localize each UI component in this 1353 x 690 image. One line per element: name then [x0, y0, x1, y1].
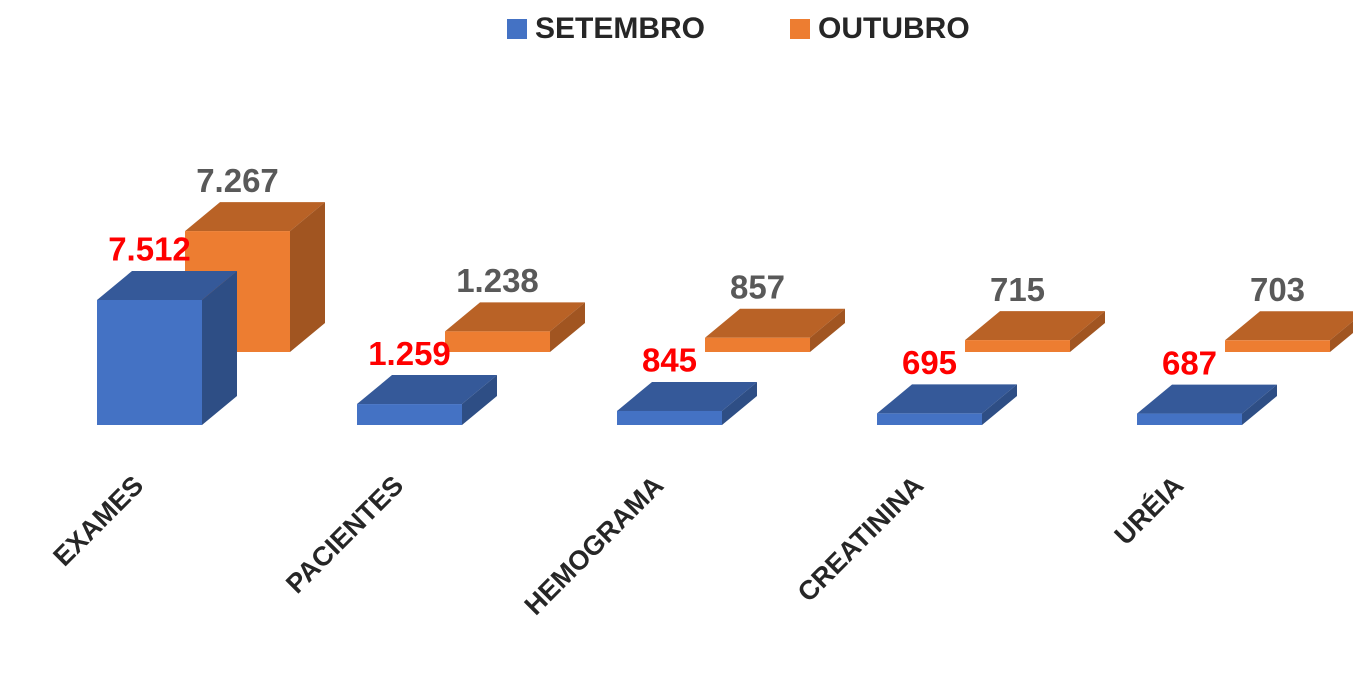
value-label: 1.259 [368, 335, 451, 372]
bar-side [982, 384, 1017, 425]
bar-front [877, 413, 982, 425]
bar-side [1242, 384, 1277, 425]
bar-top [445, 302, 585, 332]
value-label: 703 [1250, 271, 1305, 308]
bar-top [1137, 384, 1277, 414]
value-label: 845 [642, 342, 697, 379]
bar-side [290, 202, 325, 352]
value-label: 695 [902, 344, 957, 381]
bar [877, 384, 1017, 425]
bar-top [1225, 311, 1353, 341]
x-tick-label: PACIENTES [280, 470, 409, 599]
bar-top [357, 375, 497, 405]
bar-side [722, 381, 757, 425]
bar-front [357, 404, 462, 425]
bar [445, 302, 585, 352]
legend-label: SETEMBRO [535, 12, 705, 45]
bar-front [705, 337, 810, 352]
bar-top [705, 308, 845, 338]
bar-front [97, 300, 202, 425]
legend-swatch [790, 19, 810, 39]
bar [705, 308, 845, 352]
bar-side [202, 271, 237, 425]
bar-front [617, 410, 722, 425]
bar-top [965, 311, 1105, 341]
x-tick-label: CREATININA [792, 470, 930, 608]
bar [97, 271, 237, 425]
x-tick-label: URÉIA [1108, 469, 1189, 550]
bar [617, 381, 757, 425]
bar-top [617, 381, 757, 411]
bar-top [185, 202, 325, 232]
bar-top [97, 271, 237, 300]
bar-side [1330, 321, 1353, 352]
x-tick-label: EXAMES [47, 470, 149, 572]
bar [965, 311, 1105, 352]
value-label: 687 [1162, 344, 1217, 381]
bar [357, 375, 497, 425]
legend-label: OUTUBRO [818, 12, 970, 45]
value-label: 715 [990, 271, 1045, 308]
bar-front [445, 331, 550, 352]
bar-side [1070, 311, 1105, 352]
value-label: 7.267 [196, 162, 279, 199]
value-label: 7.512 [108, 231, 191, 268]
legend: SETEMBRO OUTUBRO [507, 12, 970, 45]
bar-front [965, 340, 1070, 352]
bar-front [1225, 340, 1330, 352]
x-tick-label: HEMOGRAMA [519, 470, 670, 621]
bar-side [810, 308, 845, 352]
bar [1137, 384, 1277, 425]
legend-swatch [507, 19, 527, 39]
value-label: 1.238 [456, 262, 539, 299]
bar-side [550, 302, 585, 352]
value-label: 857 [730, 268, 785, 305]
bar-top [877, 384, 1017, 414]
bar-side [462, 375, 497, 425]
bar-front [1137, 413, 1242, 425]
bar [1225, 311, 1353, 352]
